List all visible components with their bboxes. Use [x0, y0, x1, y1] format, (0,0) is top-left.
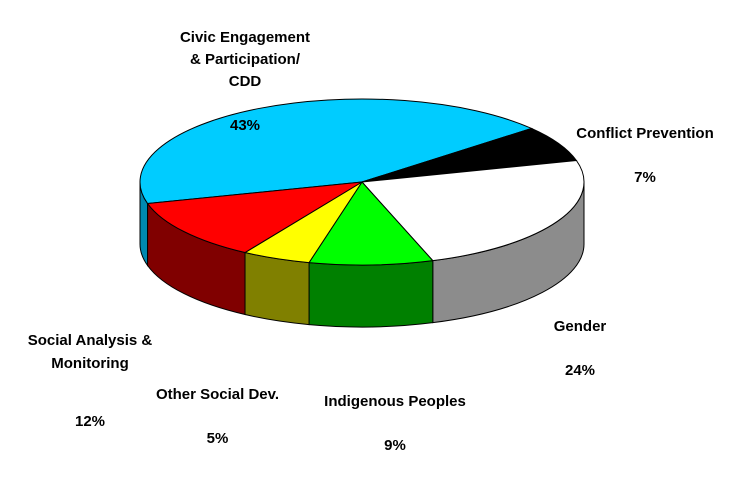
slice-side-other — [244, 251, 310, 326]
label-social-analysis: Social Analysis & Monitoring 12% — [27, 332, 153, 430]
label-other-social-dev: Other Social Dev. 5% — [155, 386, 280, 447]
slice-top-social-analysis — [146, 181, 363, 254]
label-gender: Gender 24% — [553, 318, 607, 379]
slice-side-indigenous — [308, 260, 434, 328]
label-indigenous-peoples: Indigenous Peoples 9% — [324, 393, 466, 454]
label-civic-engagement: Civic Engagement & Participation/ CDD 43… — [179, 29, 311, 134]
label-conflict-prevention: Conflict Prevention 7% — [576, 125, 714, 186]
pie-svg — [139, 98, 585, 328]
slice-top-gender — [360, 159, 585, 262]
slice-top-indigenous — [308, 181, 434, 266]
slice-top-civic — [139, 98, 533, 205]
pie-chart: Civic Engagement & Participation/ CDD 43… — [28, 29, 714, 454]
